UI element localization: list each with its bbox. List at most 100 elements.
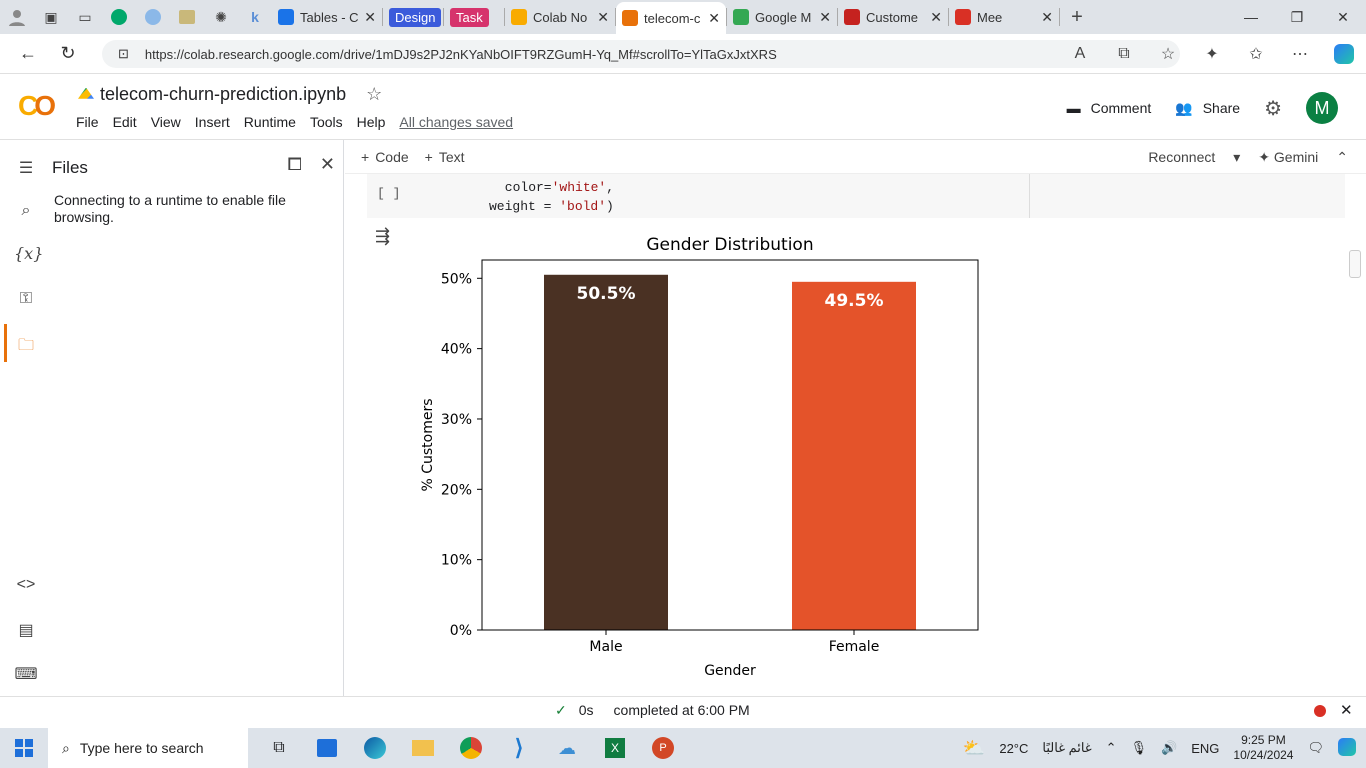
add-code-button[interactable]: + Code <box>361 149 409 165</box>
runtime-dropdown-icon[interactable]: ▾ <box>1233 148 1241 165</box>
code-snippets-icon[interactable]: <> <box>16 576 36 593</box>
tab-close-icon[interactable]: ✕ <box>1041 8 1053 25</box>
menu-edit[interactable]: Edit <box>112 114 137 130</box>
app-icon[interactable]: ☁ <box>558 737 576 758</box>
copilot-taskbar-icon[interactable] <box>1338 737 1356 759</box>
comment-button[interactable]: ▬ Comment <box>1067 100 1152 116</box>
status-bar: ✓ 0s completed at 6:00 PM ✕ <box>0 696 1366 724</box>
chart-frame <box>481 259 979 631</box>
browser-tab[interactable]: telecom-c ✕ <box>616 2 726 34</box>
notifications-icon[interactable]: 🗨 <box>1307 740 1324 755</box>
menu-runtime[interactable]: Runtime <box>243 114 296 130</box>
files-folder-icon[interactable]: 🗀 <box>17 337 34 354</box>
output-actions-icon[interactable]: ⇶ <box>375 226 391 246</box>
variables-icon[interactable]: {x} <box>14 244 44 263</box>
tab-close-icon[interactable]: ✕ <box>930 8 942 25</box>
add-text-button[interactable]: + Text <box>425 149 465 165</box>
browser-tab[interactable]: Mee ✕ <box>949 0 1059 34</box>
gemini-button[interactable]: ✦ Gemini <box>1258 148 1319 165</box>
powerpoint-icon[interactable]: P <box>646 731 680 765</box>
scrollbar-thumb[interactable] <box>1349 250 1361 278</box>
weather-icon[interactable]: ⛅ <box>962 737 986 758</box>
code-cell[interactable]: [ ] color='white', weight = 'bold') <box>367 174 1345 218</box>
run-cell-button[interactable]: [ ] <box>377 186 401 201</box>
excel-icon[interactable]: X <box>598 731 632 765</box>
clock[interactable]: 9:25 PM 10/24/2024 <box>1233 733 1293 763</box>
windows-start-icon[interactable] <box>0 731 48 765</box>
taskbar-search[interactable]: ⌕ Type here to search <box>48 728 248 768</box>
vscode-icon[interactable]: ⟩ <box>514 735 524 760</box>
code-editor[interactable]: color='white', weight = 'bold') <box>489 178 614 216</box>
refresh-icon[interactable]: ↻ <box>60 43 76 63</box>
copilot-icon[interactable] <box>1322 44 1366 64</box>
menu-tools[interactable]: Tools <box>309 114 343 130</box>
command-palette-icon[interactable]: ▤ <box>18 622 34 639</box>
close-window-icon[interactable]: ✕ <box>1337 8 1349 25</box>
table-of-contents-icon[interactable]: ☰ <box>18 160 34 177</box>
tab-actions-icon[interactable]: ▭ <box>78 8 92 25</box>
menu-help[interactable]: Help <box>356 114 386 130</box>
y-tick-label: 10% <box>441 553 472 569</box>
edge-icon[interactable] <box>358 731 392 765</box>
browser-tab[interactable]: Custome ✕ <box>838 0 948 34</box>
volume-icon[interactable]: 🔊 <box>1161 740 1178 755</box>
secrets-key-icon[interactable]: ⚿ <box>19 290 33 307</box>
open-in-tab-icon[interactable]: ⧠ <box>287 154 302 174</box>
share-button[interactable]: 👥 Share <box>1175 100 1240 117</box>
restore-icon[interactable]: ❐ <box>1290 8 1304 25</box>
extensions-icon[interactable]: ✦ <box>1205 46 1219 63</box>
immersive-reader-icon[interactable]: ⧉ <box>1118 45 1130 62</box>
collapse-icon[interactable]: ⌃ <box>1336 148 1348 165</box>
new-tab-icon[interactable]: + <box>1071 5 1083 28</box>
close-panel-icon[interactable]: ✕ <box>319 154 335 174</box>
pinned-tab-icon[interactable]: k <box>251 9 259 25</box>
pinned-tab-icon[interactable] <box>170 0 204 34</box>
tab-separator <box>1059 8 1060 26</box>
files-panel: Files ⧠ ✕ Connecting to a runtime to ena… <box>52 140 344 696</box>
menu-insert[interactable]: Insert <box>194 114 230 130</box>
more-icon[interactable]: ⋯ <box>1292 46 1308 63</box>
minimize-icon[interactable]: — <box>1244 9 1258 25</box>
favorite-star-icon[interactable]: ☆ <box>1160 46 1176 63</box>
exec-duration: 0s <box>578 702 594 718</box>
favorites-icon[interactable]: ✩ <box>1249 46 1263 63</box>
file-explorer-icon[interactable] <box>406 731 440 765</box>
tab-close-icon[interactable]: ✕ <box>597 8 609 25</box>
tray-overflow-icon[interactable]: ⌃ <box>1105 740 1117 755</box>
pinned-chatgpt-icon[interactable]: ✺ <box>215 8 227 25</box>
task-view-icon[interactable]: ⧉ <box>273 739 285 756</box>
menu-view[interactable]: View <box>150 114 181 130</box>
terminal-icon[interactable]: ⌨ <box>14 666 38 683</box>
tab-close-icon[interactable]: ✕ <box>819 8 831 25</box>
colab-logo[interactable]: CO <box>18 90 56 121</box>
tab-close-icon[interactable]: ✕ <box>364 8 376 25</box>
microphone-icon[interactable]: 🎙 <box>1130 740 1148 755</box>
search-icon[interactable]: ⌕ <box>21 202 31 219</box>
star-icon[interactable]: ☆ <box>366 84 383 104</box>
pinned-tab-icon[interactable] <box>102 0 136 34</box>
url-field[interactable]: ⊡ https://colab.research.google.com/driv… <box>102 40 1180 68</box>
close-status-icon[interactable]: ✕ <box>1340 702 1353 719</box>
chrome-icon[interactable] <box>454 731 488 765</box>
settings-gear-icon[interactable]: ⚙ <box>1264 97 1282 120</box>
reconnect-button[interactable]: Reconnect <box>1148 149 1216 165</box>
browser-tab[interactable]: Google M ✕ <box>727 0 837 34</box>
language-indicator[interactable]: ENG <box>1191 740 1220 756</box>
browser-tab[interactable]: Design <box>383 0 443 34</box>
read-aloud-icon[interactable]: A <box>1074 45 1086 62</box>
avatar[interactable]: M <box>1306 92 1338 124</box>
pinned-telegram-icon[interactable] <box>136 0 170 34</box>
save-status[interactable]: All changes saved <box>399 114 514 130</box>
profile-icon[interactable] <box>0 0 34 34</box>
browser-tab[interactable]: Task <box>444 0 504 34</box>
browser-tab[interactable]: Colab No ✕ <box>505 0 615 34</box>
back-icon[interactable]: ← <box>19 43 37 63</box>
notebook-title[interactable]: telecom-churn-prediction.ipynb <box>100 84 347 104</box>
tab-label: Design <box>389 7 442 27</box>
store-icon[interactable] <box>310 731 344 765</box>
site-info-icon[interactable]: ⊡ <box>118 46 129 61</box>
workspaces-icon[interactable]: ▣ <box>44 8 58 25</box>
menu-file[interactable]: File <box>76 114 99 130</box>
browser-tab[interactable]: Tables - C ✕ <box>272 0 382 34</box>
tab-close-icon[interactable]: ✕ <box>708 9 720 26</box>
